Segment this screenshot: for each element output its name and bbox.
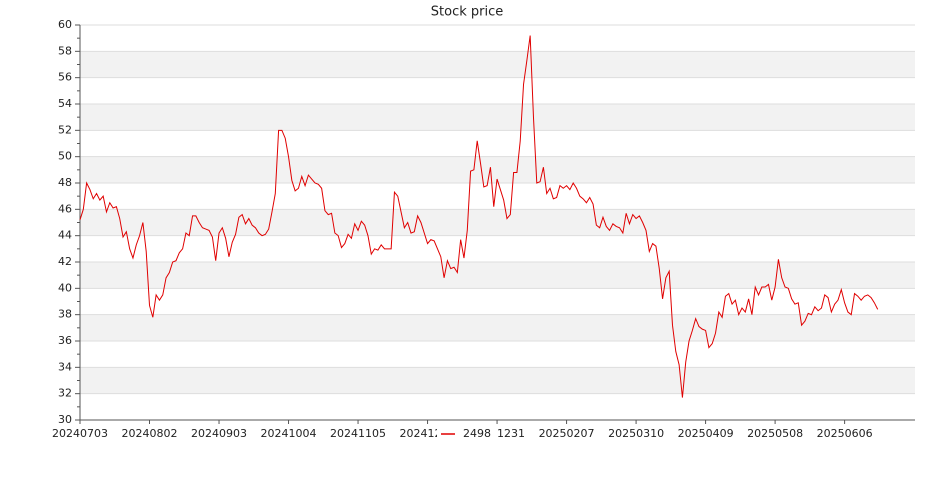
y-tick-label: 32 bbox=[58, 387, 72, 400]
y-tick-label: 38 bbox=[58, 308, 72, 321]
x-tick-label: 20250409 bbox=[678, 427, 734, 440]
x-tick-label: 20240802 bbox=[122, 427, 178, 440]
y-tick-label: 56 bbox=[58, 71, 72, 84]
x-tick-label: 20241004 bbox=[261, 427, 317, 440]
legend-box bbox=[437, 426, 497, 442]
y-tick-label: 40 bbox=[58, 281, 72, 294]
y-tick-label: 48 bbox=[58, 176, 72, 189]
legend-label: 2498 bbox=[463, 427, 491, 440]
x-tick-label: 20240703 bbox=[52, 427, 108, 440]
x-tick-label: 20250310 bbox=[608, 427, 664, 440]
y-tick-label: 42 bbox=[58, 255, 72, 268]
grid-band bbox=[80, 367, 915, 394]
x-tick-label: 20241105 bbox=[330, 427, 386, 440]
x-tick-label: 20240903 bbox=[191, 427, 247, 440]
y-tick-label: 60 bbox=[58, 18, 72, 31]
grid-band bbox=[80, 104, 915, 131]
y-tick-label: 52 bbox=[58, 123, 72, 136]
x-tick-label: 20250207 bbox=[539, 427, 595, 440]
y-tick-label: 58 bbox=[58, 44, 72, 57]
y-tick-label: 30 bbox=[58, 413, 72, 426]
y-tick-label: 50 bbox=[58, 150, 72, 163]
line-series bbox=[79, 35, 879, 398]
y-tick-label: 46 bbox=[58, 202, 72, 215]
grid-band bbox=[80, 314, 915, 341]
y-tick-label: 34 bbox=[58, 360, 72, 373]
grid-band bbox=[80, 51, 915, 78]
grid-band bbox=[80, 262, 915, 289]
x-tick-label: 20250606 bbox=[817, 427, 873, 440]
grid-band bbox=[80, 156, 915, 183]
y-tick-label: 36 bbox=[58, 334, 72, 347]
chart-title: Stock price bbox=[431, 5, 503, 20]
x-tick-label: 20250508 bbox=[747, 427, 803, 440]
y-tick-label: 54 bbox=[58, 97, 72, 110]
grid-band bbox=[80, 209, 915, 236]
y-tick-label: 44 bbox=[58, 229, 72, 242]
